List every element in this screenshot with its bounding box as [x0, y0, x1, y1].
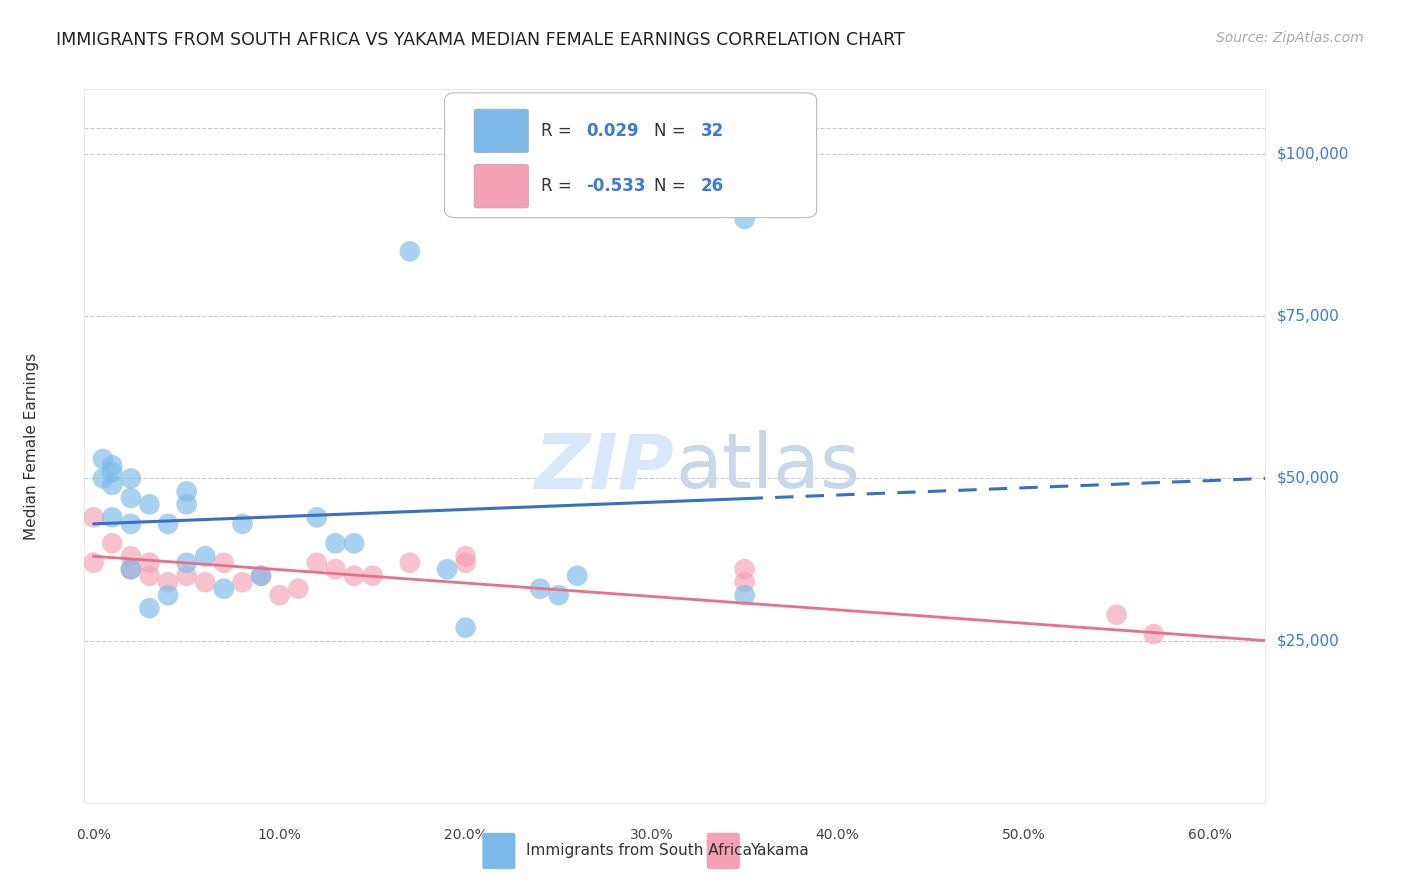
- Point: [343, 568, 366, 582]
- Text: R =: R =: [541, 178, 578, 195]
- FancyBboxPatch shape: [474, 164, 529, 208]
- Text: Yakama: Yakama: [751, 844, 810, 858]
- Point: [398, 244, 420, 259]
- Text: atlas: atlas: [675, 431, 859, 504]
- Text: R =: R =: [541, 122, 578, 140]
- Point: [398, 556, 420, 570]
- Point: [1105, 607, 1128, 622]
- Point: [83, 510, 105, 524]
- Point: [120, 491, 142, 505]
- Point: [101, 458, 124, 473]
- Text: 60.0%: 60.0%: [1188, 828, 1232, 842]
- Text: Source: ZipAtlas.com: Source: ZipAtlas.com: [1216, 31, 1364, 45]
- Point: [250, 568, 273, 582]
- Text: 32: 32: [700, 122, 724, 140]
- Point: [176, 568, 198, 582]
- Point: [138, 568, 160, 582]
- Point: [138, 556, 160, 570]
- Text: 0.0%: 0.0%: [76, 828, 111, 842]
- Point: [567, 568, 589, 582]
- Point: [91, 452, 114, 467]
- Text: Median Female Earnings: Median Female Earnings: [24, 352, 39, 540]
- Text: $50,000: $50,000: [1277, 471, 1340, 486]
- Point: [454, 621, 477, 635]
- Point: [120, 549, 142, 564]
- Point: [157, 575, 180, 590]
- Point: [176, 556, 198, 570]
- Point: [120, 562, 142, 576]
- Point: [1143, 627, 1166, 641]
- Text: 40.0%: 40.0%: [815, 828, 859, 842]
- Text: 26: 26: [700, 178, 724, 195]
- Point: [305, 510, 328, 524]
- FancyBboxPatch shape: [474, 109, 529, 153]
- Point: [231, 516, 253, 531]
- Text: 30.0%: 30.0%: [630, 828, 673, 842]
- Point: [361, 568, 384, 582]
- Point: [138, 497, 160, 511]
- Point: [734, 211, 756, 226]
- Point: [269, 588, 291, 602]
- Point: [120, 516, 142, 531]
- Point: [287, 582, 309, 596]
- Point: [529, 582, 551, 596]
- Point: [454, 549, 477, 564]
- Point: [83, 556, 105, 570]
- Point: [547, 588, 569, 602]
- Point: [212, 582, 235, 596]
- Point: [176, 484, 198, 499]
- Point: [194, 575, 217, 590]
- Point: [212, 556, 235, 570]
- Point: [436, 562, 458, 576]
- Point: [194, 549, 217, 564]
- Text: IMMIGRANTS FROM SOUTH AFRICA VS YAKAMA MEDIAN FEMALE EARNINGS CORRELATION CHART: IMMIGRANTS FROM SOUTH AFRICA VS YAKAMA M…: [56, 31, 905, 49]
- Point: [120, 562, 142, 576]
- Point: [231, 575, 253, 590]
- Point: [454, 556, 477, 570]
- Point: [305, 556, 328, 570]
- Text: $25,000: $25,000: [1277, 633, 1340, 648]
- FancyBboxPatch shape: [707, 833, 740, 869]
- FancyBboxPatch shape: [482, 833, 516, 869]
- Text: -0.533: -0.533: [586, 178, 645, 195]
- Text: 0.029: 0.029: [586, 122, 638, 140]
- Point: [176, 497, 198, 511]
- Point: [157, 516, 180, 531]
- Text: ZIP: ZIP: [536, 431, 675, 504]
- Text: Immigrants from South Africa: Immigrants from South Africa: [526, 844, 752, 858]
- Text: 10.0%: 10.0%: [257, 828, 302, 842]
- Text: N =: N =: [654, 178, 690, 195]
- Point: [734, 588, 756, 602]
- Point: [101, 536, 124, 550]
- Text: 20.0%: 20.0%: [444, 828, 488, 842]
- Point: [101, 510, 124, 524]
- Point: [734, 562, 756, 576]
- Point: [250, 568, 273, 582]
- Point: [91, 471, 114, 485]
- FancyBboxPatch shape: [444, 93, 817, 218]
- Point: [120, 471, 142, 485]
- Text: 50.0%: 50.0%: [1001, 828, 1046, 842]
- Point: [734, 575, 756, 590]
- Point: [101, 478, 124, 492]
- Text: N =: N =: [654, 122, 690, 140]
- Point: [325, 562, 347, 576]
- Text: $100,000: $100,000: [1277, 146, 1348, 161]
- Text: $75,000: $75,000: [1277, 309, 1340, 324]
- Point: [138, 601, 160, 615]
- Point: [325, 536, 347, 550]
- Point: [101, 465, 124, 479]
- Point: [157, 588, 180, 602]
- Point: [343, 536, 366, 550]
